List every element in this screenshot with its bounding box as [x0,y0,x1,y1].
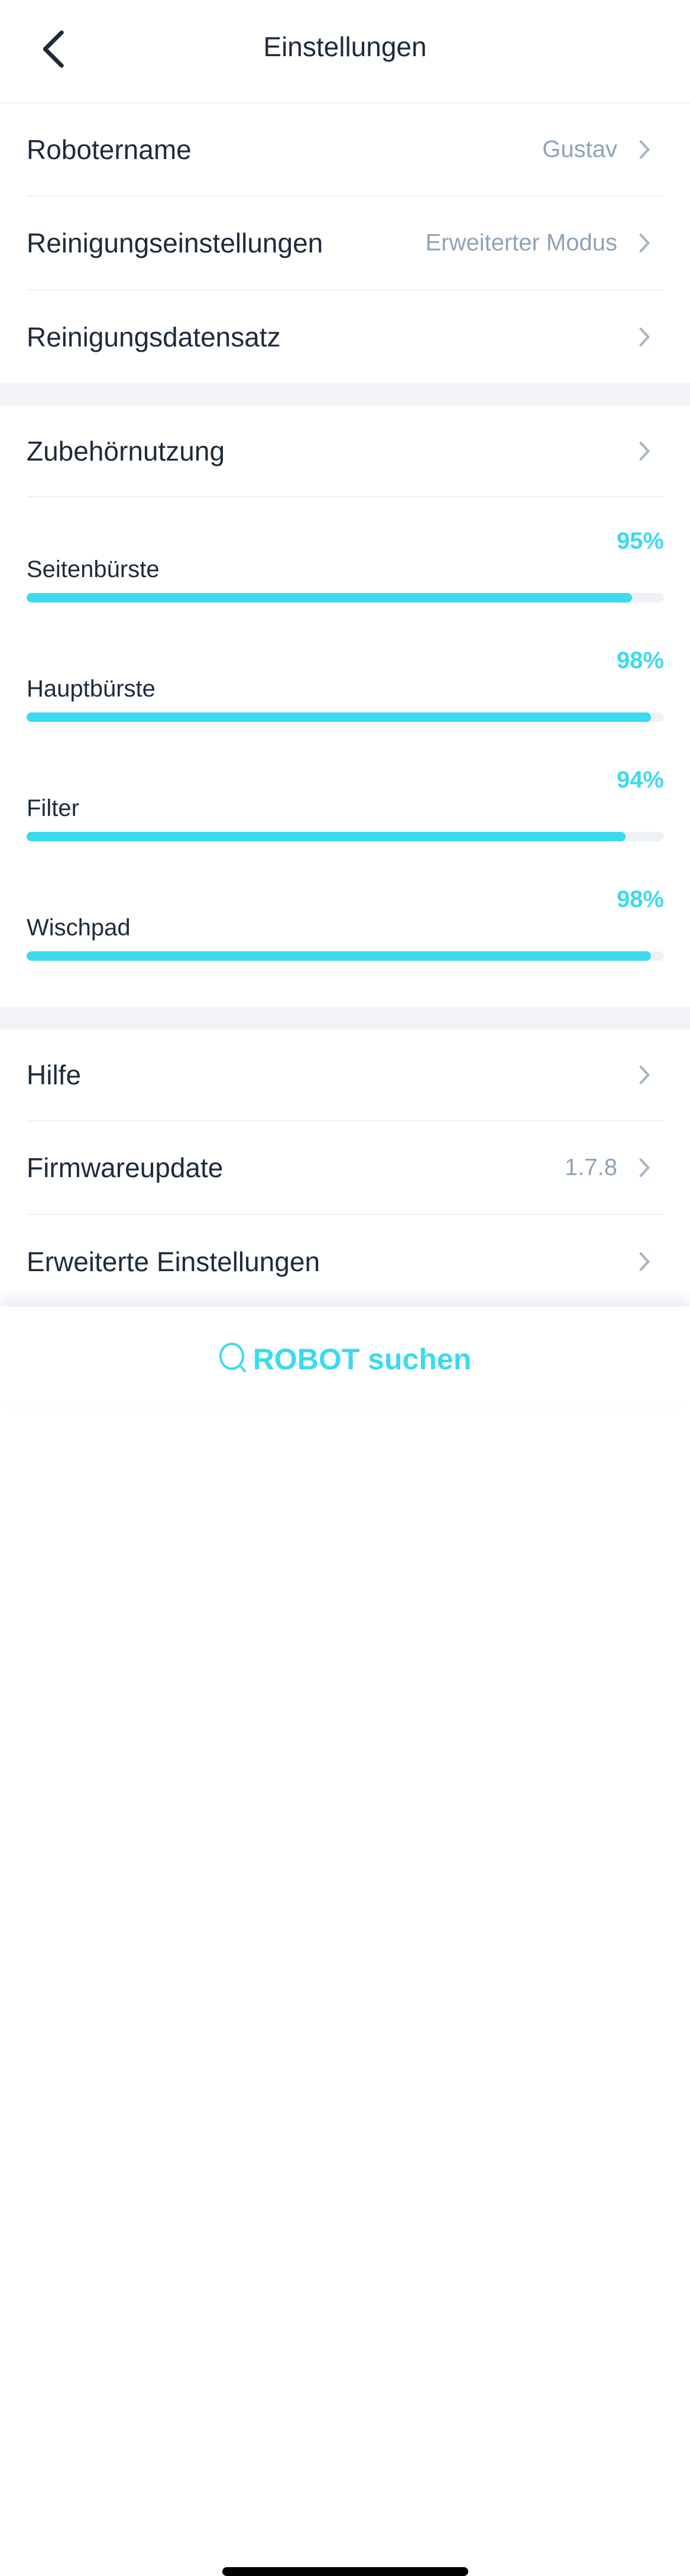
chevron-right-icon [639,441,650,461]
search-robot-label: ROBOT suchen [252,1343,472,1376]
row-firmware-update[interactable]: Firmwareupdate 1.7.8 [27,1122,664,1215]
row-value: 1.7.8 [565,1154,617,1181]
row-label: Reinigungsdatensatz [27,322,281,352]
row-value: Gustav [542,136,617,163]
chevron-right-icon [639,328,650,346]
row-robot-name[interactable]: Robotername Gustav [27,103,664,197]
chevron-right-icon [639,1065,650,1084]
row-help[interactable]: Hilfe [27,1029,664,1122]
row-cleaning-record[interactable]: Reinigungsdatensatz [27,290,664,384]
section-separator [0,1007,690,1029]
chevron-right-icon [639,1158,650,1177]
row-label: Zubehörnutzung [27,435,225,466]
row-cleaning-settings[interactable]: Reinigungseinstellungen Erweiterter Modu… [27,197,664,290]
accessory-item: Seitenbürste 95% [27,528,664,676]
section-separator [0,383,690,406]
row-label: Erweiterte Einstellungen [27,1246,320,1277]
progress-track [27,832,664,841]
accessory-label: Wischpad [27,915,131,941]
page-title: Einstellungen [263,31,427,62]
accessory-percent: 95% [616,528,664,554]
progress-track [27,951,664,961]
progress-fill [27,951,652,961]
row-value: Erweiterter Modus [425,229,617,256]
accessory-item: Hauptbürste 98% [27,647,664,795]
chevron-right-icon [639,140,650,159]
accessory-percent: 98% [616,647,664,673]
chevron-right-icon [639,234,650,252]
accessory-label: Filter [27,795,79,821]
back-chevron-icon[interactable] [37,28,72,70]
row-label: Robotername [27,134,192,165]
accessory-item: Filter 94% [27,767,664,915]
progress-track [27,712,664,722]
progress-fill [27,832,626,841]
row-accessory-usage[interactable]: Zubehörnutzung [27,406,664,497]
search-robot-button[interactable]: ROBOT suchen [0,1342,690,1376]
progress-fill [27,593,633,602]
row-advanced-settings[interactable]: Erweiterte Einstellungen [27,1215,664,1308]
progress-fill [27,712,652,722]
accessory-label: Seitenbürste [27,556,160,582]
accessory-label: Hauptbürste [27,676,156,702]
progress-track [27,593,664,602]
row-label: Reinigungseinstellungen [27,228,323,258]
accessory-percent: 98% [616,886,664,912]
accessory-percent: 94% [616,767,664,793]
home-indicator[interactable] [222,2567,468,2576]
row-label: Hilfe [27,1059,82,1090]
row-label: Firmwareupdate [27,1152,223,1183]
chevron-right-icon [639,1252,650,1271]
bottom-bar: ROBOT suchen [0,1307,690,2576]
search-icon [219,1343,246,1372]
nav-header: Einstellungen [0,0,690,103]
accessory-item: Wischpad 98% [27,886,664,1034]
